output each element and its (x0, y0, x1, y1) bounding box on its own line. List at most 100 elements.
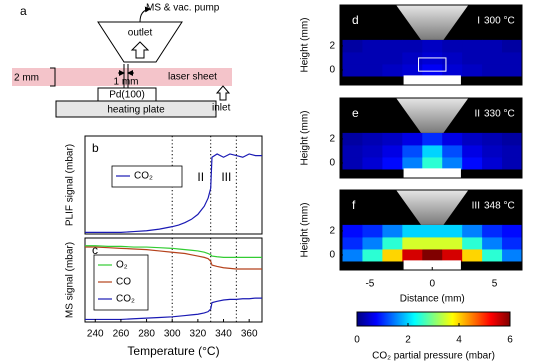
heatmap-cell (342, 156, 363, 170)
heatmap-cell (342, 248, 363, 262)
heatmap-cell (422, 132, 443, 146)
heatmap-cell (362, 63, 383, 77)
region-label: III (221, 170, 231, 184)
nozzle-cone (396, 98, 469, 133)
series-line (85, 153, 262, 233)
heatmap-cell (462, 236, 483, 250)
heatmap-cell (422, 156, 443, 170)
heatmap (340, 190, 522, 270)
temperature-label: 330 °C (484, 109, 515, 120)
y-axis-label: MS signal (mbar) (65, 242, 76, 318)
colorbar-tick-label: 2 (405, 335, 411, 346)
x-tick-label: 240 (87, 329, 104, 340)
heatmap-cell (482, 39, 503, 53)
crystal-label: Pd(100) (109, 90, 145, 101)
x-tick-label: 260 (113, 329, 130, 340)
heatmap-cell (482, 236, 503, 250)
plot-frame (339, 189, 523, 271)
x-tick-label: -5 (365, 279, 374, 290)
heatmap-cell (342, 144, 363, 158)
laser-sheet (12, 68, 232, 86)
x-tick-label: 340 (215, 329, 232, 340)
heatmap-cell (462, 51, 483, 65)
heatmap-cell (402, 144, 423, 158)
x-tick-label: 280 (138, 329, 155, 340)
heatmap-cell (422, 63, 443, 77)
heatmap-cell (482, 248, 503, 262)
heatmap-cell (402, 51, 423, 65)
colorbar-tick-label: 4 (456, 335, 462, 346)
heatmap-cell (362, 51, 383, 65)
heatmap-cell (362, 39, 383, 53)
heatmap-cell (482, 132, 503, 146)
sample (403, 168, 461, 178)
heatmap-cell (482, 51, 503, 65)
y-axis-label: Height (mm) (300, 110, 311, 165)
heatmap-cell (422, 248, 443, 262)
sample (403, 260, 461, 270)
heater-label: heating plate (107, 105, 165, 116)
colorbar-tick-label: 0 (354, 335, 360, 346)
heatmap-cell (502, 63, 522, 77)
heatmap-cell (502, 51, 522, 65)
heatmap-cell (422, 39, 443, 53)
panel-label: e (352, 106, 359, 120)
heatmap (340, 98, 522, 178)
heating-plate (55, 100, 217, 118)
colorbar-label: CO₂ partial pressure (mbar) (372, 351, 495, 362)
heatmap-cell (442, 248, 463, 262)
heatmap-cell (462, 224, 483, 238)
y-tick-label: 2 (329, 41, 335, 52)
heatmap-cell (462, 144, 483, 158)
inlet-arrow (215, 85, 231, 101)
heatmap-cell (442, 51, 463, 65)
heatmap-cell (342, 51, 363, 65)
heatmap-cell (422, 236, 443, 250)
legend-label: CO₂ (116, 294, 135, 305)
heatmap-cell (402, 236, 423, 250)
heatmap-cell (502, 132, 522, 146)
heatmap-cell (382, 39, 403, 53)
heatmap-cell (442, 156, 463, 170)
heatmap-cell (342, 132, 363, 146)
heatmap-cell (482, 224, 503, 238)
y-axis-label: Height (mm) (300, 17, 311, 72)
heatmap-cell (362, 156, 383, 170)
legend-box (111, 165, 183, 188)
heatmap-cell (402, 248, 423, 262)
sample (403, 75, 461, 85)
heatmap-cell (362, 224, 383, 238)
heatmap-cell (342, 39, 363, 53)
heatmap-cell (402, 63, 423, 77)
series-line (85, 245, 262, 258)
heatmap-cell (402, 224, 423, 238)
heatmap-cell (462, 248, 483, 262)
region-outline (418, 57, 447, 72)
laser-label: laser sheet (168, 72, 217, 83)
heatmap-cell (482, 63, 503, 77)
heatmap-cell (462, 63, 483, 77)
heatmap-cell (382, 224, 403, 238)
heatmap-cell (442, 132, 463, 146)
schematic: a MS & vac. pump outlet 2 mm 1 mm laser … (12, 3, 232, 118)
heatmap-cell (382, 156, 403, 170)
heatmap (340, 5, 522, 85)
heatmap-cell (462, 132, 483, 146)
heatmap-cell (362, 248, 383, 262)
legend-label: CO (116, 277, 131, 288)
nozzle-cone (396, 5, 469, 40)
x-tick-label: 5 (492, 279, 498, 290)
heatmap-cell (482, 144, 503, 158)
y-tick-label: 2 (329, 134, 335, 145)
heatmap-cell (342, 63, 363, 77)
heatmap-cell (342, 236, 363, 250)
region-label: III (472, 201, 480, 212)
heatmap-cell (442, 39, 463, 53)
heatmap-cell (422, 224, 443, 238)
heatmap-cell (382, 236, 403, 250)
y-tick-label: 0 (329, 65, 335, 76)
heatmap-cell (502, 39, 522, 53)
plot-frame (339, 4, 523, 86)
colorbar-tick-label: 6 (507, 335, 513, 346)
